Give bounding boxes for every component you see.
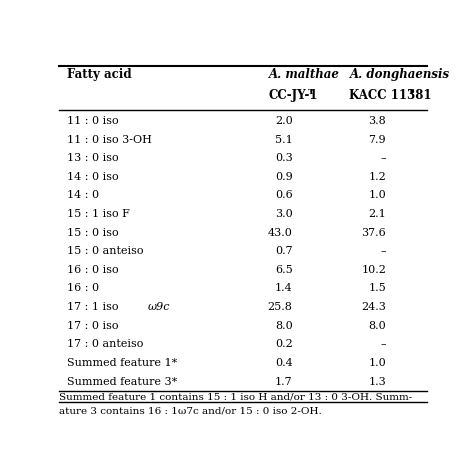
Text: 3.0: 3.0: [275, 209, 292, 219]
Text: A. donghaensis: A. donghaensis: [349, 68, 449, 81]
Text: ω9c: ω9c: [148, 302, 171, 312]
Text: 14 : 0: 14 : 0: [66, 191, 99, 201]
Text: 1.0: 1.0: [368, 191, 386, 201]
Text: 1.3: 1.3: [368, 376, 386, 387]
Text: 15 : 0 anteiso: 15 : 0 anteiso: [66, 246, 143, 256]
Text: Summed feature 3*: Summed feature 3*: [66, 376, 177, 387]
Text: 6.5: 6.5: [275, 265, 292, 275]
Text: T: T: [408, 88, 414, 96]
Text: 8.0: 8.0: [275, 321, 292, 331]
Text: 43.0: 43.0: [268, 228, 292, 237]
Text: A. malthae: A. malthae: [269, 68, 339, 81]
Text: 7.9: 7.9: [369, 135, 386, 145]
Text: Summed feature 1 contains 15 : 1 iso H and/or 13 : 0 3-OH. Summ-: Summed feature 1 contains 15 : 1 iso H a…: [59, 392, 412, 401]
Text: 37.6: 37.6: [362, 228, 386, 237]
Text: 25.8: 25.8: [268, 302, 292, 312]
Text: 11 : 0 iso: 11 : 0 iso: [66, 116, 118, 126]
Text: 10.2: 10.2: [361, 265, 386, 275]
Text: 16 : 0: 16 : 0: [66, 283, 99, 293]
Text: Fatty acid: Fatty acid: [66, 68, 131, 81]
Text: 0.3: 0.3: [275, 153, 292, 163]
Text: 0.2: 0.2: [275, 339, 292, 349]
Text: 17 : 0 anteiso: 17 : 0 anteiso: [66, 339, 143, 349]
Text: 1.7: 1.7: [275, 376, 292, 387]
Text: 8.0: 8.0: [368, 321, 386, 331]
Text: 15 : 1 iso F: 15 : 1 iso F: [66, 209, 129, 219]
Text: 0.7: 0.7: [275, 246, 292, 256]
Text: 11 : 0 iso 3-OH: 11 : 0 iso 3-OH: [66, 135, 152, 145]
Text: ature 3 contains 16 : 1ω7c and/or 15 : 0 iso 2-OH.: ature 3 contains 16 : 1ω7c and/or 15 : 0…: [59, 407, 322, 416]
Text: 0.6: 0.6: [275, 191, 292, 201]
Text: 17 : 0 iso: 17 : 0 iso: [66, 321, 118, 331]
Text: T: T: [308, 88, 315, 96]
Text: –: –: [381, 339, 386, 349]
Text: 24.3: 24.3: [361, 302, 386, 312]
Text: 2.1: 2.1: [368, 209, 386, 219]
Text: –: –: [381, 246, 386, 256]
Text: 3.8: 3.8: [368, 116, 386, 126]
Text: 1.5: 1.5: [368, 283, 386, 293]
Text: Summed feature 1*: Summed feature 1*: [66, 358, 177, 368]
Text: 1.4: 1.4: [275, 283, 292, 293]
Text: CC-JY-1: CC-JY-1: [269, 89, 318, 102]
Text: 17 : 1 iso: 17 : 1 iso: [66, 302, 122, 312]
Text: 5.1: 5.1: [275, 135, 292, 145]
Text: 14 : 0 iso: 14 : 0 iso: [66, 172, 118, 182]
Text: 16 : 0 iso: 16 : 0 iso: [66, 265, 118, 275]
Text: 1.2: 1.2: [368, 172, 386, 182]
Text: 13 : 0 iso: 13 : 0 iso: [66, 153, 118, 163]
Text: 15 : 0 iso: 15 : 0 iso: [66, 228, 118, 237]
Text: KACC 11381: KACC 11381: [349, 89, 432, 102]
Text: 0.9: 0.9: [275, 172, 292, 182]
Text: 0.4: 0.4: [275, 358, 292, 368]
Text: 2.0: 2.0: [275, 116, 292, 126]
Text: –: –: [381, 153, 386, 163]
Text: 1.0: 1.0: [368, 358, 386, 368]
